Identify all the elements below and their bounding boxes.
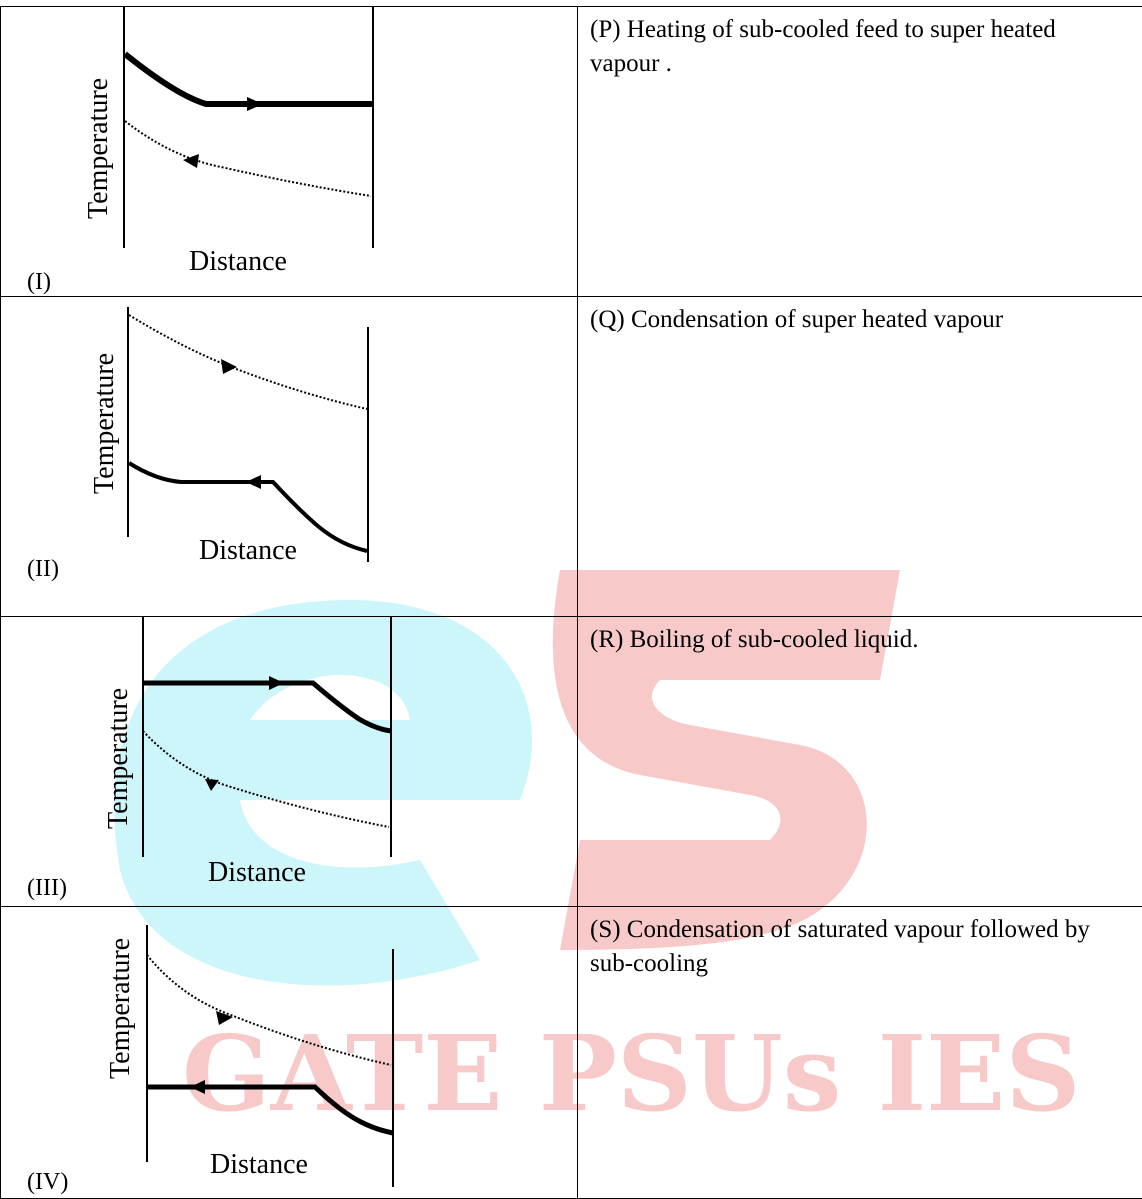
option-text: (Q) Condensation of super heated vapour bbox=[590, 303, 1110, 337]
hot-fluid-arrow bbox=[221, 359, 237, 374]
option-cell-r: (R) Boiling of sub-cooled liquid. bbox=[578, 617, 1142, 907]
hot-fluid-curve bbox=[147, 955, 391, 1065]
graph-cell-iv: Temperature Distance (IV) bbox=[1, 907, 578, 1199]
table-row: Temperature Distance (I) (P) Heating of … bbox=[1, 7, 1142, 297]
hot-fluid-arrow bbox=[269, 676, 284, 690]
graph-iv: Temperature Distance bbox=[1, 907, 577, 1198]
graph-cell-i: Temperature Distance (I) bbox=[1, 7, 578, 297]
y-axis-label: Temperature bbox=[89, 353, 120, 494]
hot-fluid-curve bbox=[143, 683, 391, 731]
cold-fluid-curve bbox=[143, 731, 389, 827]
option-cell-p: (P) Heating of sub-cooled feed to super … bbox=[578, 7, 1142, 297]
hot-fluid-curve bbox=[129, 315, 367, 409]
option-cell-s: (S) Condensation of saturated vapour fol… bbox=[578, 907, 1142, 1199]
hot-fluid-curve bbox=[125, 54, 373, 104]
option-text: (P) Heating of sub-cooled feed to super … bbox=[590, 13, 1110, 81]
option-cell-q: (Q) Condensation of super heated vapour bbox=[578, 297, 1142, 617]
row-numeral: (III) bbox=[27, 875, 67, 902]
option-text: (R) Boiling of sub-cooled liquid. bbox=[590, 623, 1110, 657]
y-axis-label: Temperature bbox=[105, 938, 136, 1079]
cold-fluid-curve bbox=[147, 1087, 393, 1133]
row-numeral: (II) bbox=[27, 556, 59, 583]
option-text: (S) Condensation of saturated vapour fol… bbox=[590, 913, 1110, 981]
x-axis-label: Distance bbox=[208, 857, 306, 888]
table-row: Temperature Distance (II) (Q) Condensati… bbox=[1, 297, 1142, 617]
y-axis-label: Temperature bbox=[83, 78, 114, 219]
graph-ii: Temperature Distance bbox=[1, 297, 577, 616]
cold-fluid-arrow bbox=[183, 154, 199, 168]
graph-i: Temperature Distance bbox=[1, 7, 577, 296]
graph-iii: Temperature Distance bbox=[1, 617, 577, 906]
hot-fluid-arrow bbox=[247, 97, 263, 111]
table-row: Temperature Distance (III) (R) Boiling o… bbox=[1, 617, 1142, 907]
y-axis-label: Temperature bbox=[103, 688, 134, 829]
x-axis-label: Distance bbox=[210, 1149, 308, 1180]
graph-cell-iii: Temperature Distance (III) bbox=[1, 617, 578, 907]
row-numeral: (I) bbox=[27, 269, 51, 296]
row-numeral: (IV) bbox=[27, 1169, 68, 1196]
cold-fluid-arrow bbox=[246, 475, 261, 489]
graph-cell-ii: Temperature Distance (II) bbox=[1, 297, 578, 617]
cold-fluid-curve bbox=[125, 121, 371, 196]
x-axis-label: Distance bbox=[199, 535, 297, 566]
table-row: Temperature Distance (IV) (S) Condensati… bbox=[1, 907, 1142, 1199]
cold-fluid-arrow bbox=[190, 1080, 205, 1094]
cold-fluid-arrow bbox=[205, 779, 219, 791]
match-table: Temperature Distance (I) (P) Heating of … bbox=[0, 6, 1142, 1199]
x-axis-label: Distance bbox=[189, 246, 287, 277]
